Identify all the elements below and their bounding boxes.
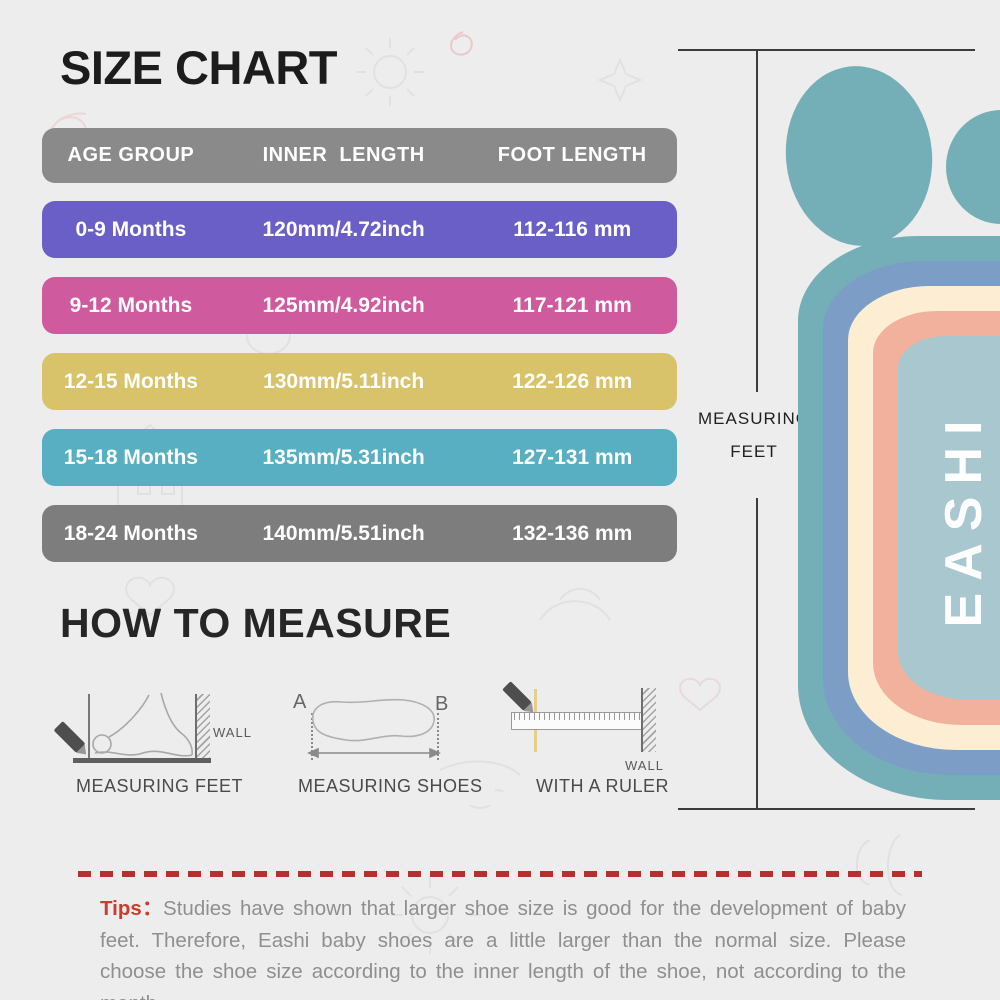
wall-hatch-icon bbox=[641, 688, 656, 752]
page-title: SIZE CHART bbox=[60, 41, 338, 94]
wall-label: WALL bbox=[625, 758, 664, 773]
figure-measuring-shoes: A B MEASURING SHOES bbox=[293, 685, 482, 800]
measuring-feet-label-line2: FEET bbox=[730, 442, 778, 461]
tips-text: Studies have shown that larger shoe size… bbox=[100, 897, 906, 1000]
cell-inner: 140mm/5.51inch bbox=[262, 521, 425, 545]
start-line bbox=[88, 694, 90, 759]
wall-label: WALL bbox=[213, 725, 252, 740]
measuring-feet-label-line1: MEASURING bbox=[698, 409, 810, 428]
measure-bottom-line bbox=[678, 808, 975, 810]
footprint-band-2: EASHI bbox=[823, 261, 1000, 775]
ruler-icon bbox=[511, 712, 643, 730]
length-arrow-icon bbox=[307, 747, 441, 759]
measure-vertical-line-lower bbox=[756, 498, 758, 809]
red-dashed-divider bbox=[78, 871, 922, 877]
shoe-sole-icon bbox=[312, 698, 435, 742]
table-row: 15-18 Months 135mm/5.31inch 127-131 mm bbox=[42, 429, 677, 486]
footprint-band-3: EASHI bbox=[848, 286, 1000, 750]
table-row: 9-12 Months 125mm/4.92inch 117-121 mm bbox=[42, 277, 677, 334]
cell-inner: 130mm/5.11inch bbox=[263, 369, 425, 393]
pencil-icon bbox=[502, 681, 532, 711]
figure-measuring-feet: WALL MEASURING FEET bbox=[53, 685, 265, 800]
table-header-row: AGE GROUP INNER LENGTH FOOT LENGTH bbox=[42, 128, 677, 183]
figure-caption: MEASURING FEET bbox=[76, 776, 244, 796]
cell-inner: 125mm/4.92inch bbox=[262, 293, 425, 317]
cell-foot: 127-131 mm bbox=[512, 445, 633, 469]
tips-paragraph: Tips：Studies have shown that larger shoe… bbox=[100, 893, 906, 1000]
point-b-label: B bbox=[435, 693, 449, 715]
measuring-feet-label: MEASURING FEET bbox=[694, 402, 814, 468]
brand-logo-text: EASHI bbox=[935, 408, 993, 628]
measure-vertical-line-upper bbox=[756, 49, 758, 392]
cell-inner: 135mm/5.31inch bbox=[262, 445, 425, 469]
figure-caption: WITH A RULER bbox=[536, 776, 670, 796]
cell-age: 18-24 Months bbox=[63, 521, 198, 545]
point-a-label: A bbox=[293, 691, 307, 713]
foot-profile-icon bbox=[92, 692, 193, 757]
cell-foot: 112-116 mm bbox=[513, 217, 632, 241]
header-inner-length: INNER LENGTH bbox=[262, 144, 425, 166]
header-age-group: AGE GROUP bbox=[67, 144, 195, 166]
cell-foot: 132-136 mm bbox=[512, 521, 633, 545]
cell-age: 12-15 Months bbox=[63, 369, 198, 393]
measure-top-line bbox=[678, 49, 975, 51]
footprint-insole: EASHI bbox=[898, 336, 1000, 700]
cell-age: 15-18 Months bbox=[63, 445, 198, 469]
footprint-band-4: EASHI bbox=[873, 311, 1000, 725]
cell-age: 0-9 Months bbox=[75, 217, 187, 241]
cell-age: 9-12 Months bbox=[69, 293, 193, 317]
dotted-line-b bbox=[437, 713, 439, 760]
floor-line bbox=[73, 758, 211, 763]
tips-label: Tips： bbox=[100, 897, 164, 920]
dotted-line-a bbox=[311, 713, 313, 760]
how-to-measure-heading: HOW TO MEASURE bbox=[60, 600, 452, 646]
ruler-ticks bbox=[514, 713, 640, 720]
cell-foot: 117-121 mm bbox=[512, 293, 632, 317]
wall-hatch-icon bbox=[195, 694, 210, 759]
figure-with-a-ruler: WALL WITH A RULER bbox=[502, 675, 670, 800]
cell-inner: 120mm/4.72inch bbox=[262, 217, 425, 241]
footprint-band-outer: EASHI bbox=[798, 236, 1000, 800]
table-row: 12-15 Months 130mm/5.11inch 122-126 mm bbox=[42, 353, 677, 410]
table-row: 18-24 Months 140mm/5.51inch 132-136 mm bbox=[42, 505, 677, 562]
header-foot-length: FOOT LENGTH bbox=[497, 144, 647, 166]
figure-caption: MEASURING SHOES bbox=[298, 776, 483, 796]
pencil-icon bbox=[53, 721, 86, 753]
cell-foot: 122-126 mm bbox=[512, 369, 633, 393]
table-row: 0-9 Months 120mm/4.72inch 112-116 mm bbox=[42, 201, 677, 258]
